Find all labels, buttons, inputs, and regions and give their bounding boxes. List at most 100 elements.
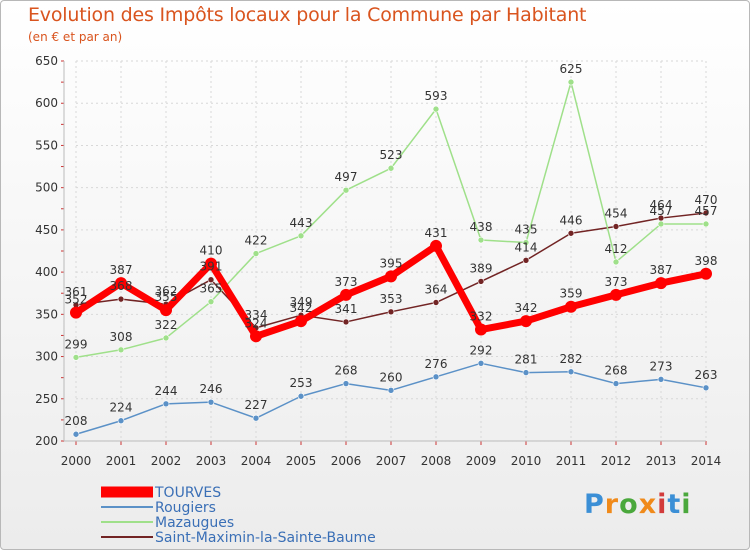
logo-letter: i [681, 489, 692, 520]
data-point-rougiers [522, 369, 530, 376]
data-label-saint-maximin: 414 [515, 240, 538, 254]
data-point-mazaugues [612, 258, 620, 266]
x-tick-label: 2013 [646, 454, 677, 468]
data-label-saint-maximin: 391 [200, 260, 223, 274]
data-label-tourves: 387 [110, 263, 133, 277]
data-point-rougiers [162, 400, 170, 408]
data-point-tourves [205, 257, 217, 270]
data-point-tourves [250, 330, 262, 343]
x-tick-label: 2004 [241, 454, 272, 468]
data-point-rougiers [342, 380, 350, 387]
data-point-saint-maximin [207, 276, 215, 284]
logo-letter: t [667, 489, 682, 520]
data-point-saint-maximin [117, 295, 125, 303]
data-label-saint-maximin: 364 [425, 283, 448, 297]
data-point-saint-maximin [342, 318, 350, 326]
x-tick-label: 2005 [286, 454, 317, 468]
data-point-mazaugues [117, 346, 125, 354]
data-label-tourves: 332 [470, 310, 493, 324]
data-label-saint-maximin: 361 [65, 285, 88, 299]
data-point-tourves [115, 277, 127, 290]
x-tick-label: 2009 [466, 454, 497, 468]
legend-item-mazaugues: Mazaugues [101, 515, 401, 530]
data-point-mazaugues [387, 164, 395, 172]
data-label-mazaugues: 457 [650, 204, 673, 218]
data-point-tourves [340, 288, 352, 301]
data-point-mazaugues [567, 78, 575, 86]
legend-label-mazaugues: Mazaugues [155, 515, 235, 531]
data-point-mazaugues [432, 105, 440, 113]
data-point-rougiers [297, 392, 305, 400]
y-tick-label: 350 [35, 307, 58, 321]
y-tick-label: 400 [35, 265, 58, 279]
data-label-rougiers: 292 [470, 343, 493, 357]
data-label-tourves: 398 [695, 254, 718, 268]
data-label-rougiers: 276 [425, 357, 448, 371]
x-tick-label: 2007 [376, 454, 407, 468]
data-label-rougiers: 273 [650, 359, 673, 373]
data-point-mazaugues [297, 232, 305, 240]
data-label-mazaugues: 308 [110, 330, 133, 344]
data-label-saint-maximin: 389 [470, 261, 493, 275]
data-label-tourves: 342 [290, 301, 313, 315]
legend-swatch-rougiers [101, 506, 153, 508]
logo-letter: i [657, 489, 668, 520]
data-point-tourves [655, 277, 667, 290]
chart-subtitle: (en € et par an) [28, 30, 123, 44]
y-tick-label: 650 [35, 54, 58, 68]
x-tick-label: 2000 [61, 454, 92, 468]
data-point-rougiers [432, 373, 440, 381]
data-label-mazaugues: 322 [155, 318, 178, 332]
data-point-saint-maximin [567, 229, 575, 237]
data-point-tourves [475, 323, 487, 336]
data-point-mazaugues [72, 354, 80, 361]
data-label-rougiers: 208 [65, 414, 88, 428]
data-label-rougiers: 282 [560, 352, 583, 366]
data-label-saint-maximin: 470 [695, 193, 718, 207]
data-label-rougiers: 263 [695, 368, 718, 382]
data-label-tourves: 324 [245, 316, 268, 330]
data-point-saint-maximin [702, 209, 710, 217]
x-tick-label: 2001 [106, 454, 137, 468]
y-tick-label: 550 [35, 138, 58, 152]
data-point-mazaugues [162, 334, 170, 342]
logo-letter: r [604, 489, 620, 520]
x-tick-label: 2002 [151, 454, 182, 468]
proxiti-logo: Proxiti [584, 489, 692, 520]
data-label-rougiers: 281 [515, 353, 538, 367]
data-label-mazaugues: 422 [245, 234, 268, 248]
data-point-mazaugues [477, 236, 485, 244]
data-point-mazaugues [522, 239, 530, 246]
data-label-mazaugues: 523 [380, 148, 403, 162]
data-label-rougiers: 246 [200, 382, 223, 396]
legend-item-rougiers: Rougiers [101, 500, 401, 515]
data-point-tourves [565, 300, 577, 313]
data-label-tourves: 359 [560, 287, 583, 301]
data-label-saint-maximin: 368 [110, 279, 133, 293]
data-point-rougiers [72, 430, 80, 438]
x-tick-label: 2012 [601, 454, 632, 468]
data-point-rougiers [657, 376, 665, 383]
x-tick-label: 2011 [556, 454, 587, 468]
data-point-rougiers [567, 368, 575, 376]
data-label-mazaugues: 443 [290, 216, 313, 230]
data-label-saint-maximin: 464 [650, 198, 673, 212]
data-label-rougiers: 227 [245, 398, 268, 412]
data-point-saint-maximin [432, 299, 440, 306]
data-point-tourves [430, 239, 442, 252]
x-tick-label: 2006 [331, 454, 362, 468]
data-label-saint-maximin: 349 [290, 295, 313, 309]
data-label-mazaugues: 593 [425, 89, 448, 103]
data-label-tourves: 342 [515, 301, 538, 315]
data-point-mazaugues [252, 250, 260, 257]
data-point-tourves [160, 304, 172, 317]
x-tick-label: 2010 [511, 454, 542, 468]
data-point-saint-maximin [387, 308, 395, 316]
data-label-rougiers: 268 [335, 364, 358, 378]
data-point-saint-maximin [612, 223, 620, 230]
data-label-rougiers: 253 [290, 376, 313, 390]
data-label-saint-maximin: 454 [605, 207, 628, 221]
legend-swatch-mazaugues [101, 521, 153, 523]
data-label-mazaugues: 365 [200, 282, 223, 296]
